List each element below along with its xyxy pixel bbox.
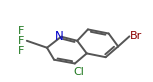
Text: F: F [18,46,24,56]
Text: Br: Br [130,31,142,41]
Text: F: F [18,36,24,46]
Text: F: F [18,26,24,36]
Text: Cl: Cl [73,67,84,77]
Text: N: N [54,30,63,43]
